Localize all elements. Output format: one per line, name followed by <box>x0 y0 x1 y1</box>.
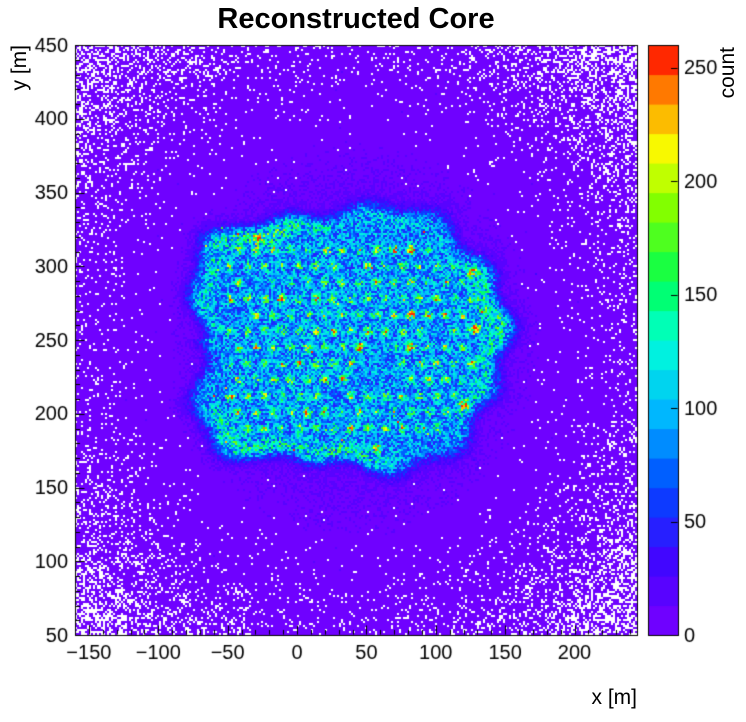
y-axis-title: y [m] <box>8 45 31 91</box>
chart-title: Reconstructed Core <box>217 3 495 35</box>
colorbar-title: count <box>716 47 739 99</box>
x-axis-title: x [m] <box>591 686 638 709</box>
